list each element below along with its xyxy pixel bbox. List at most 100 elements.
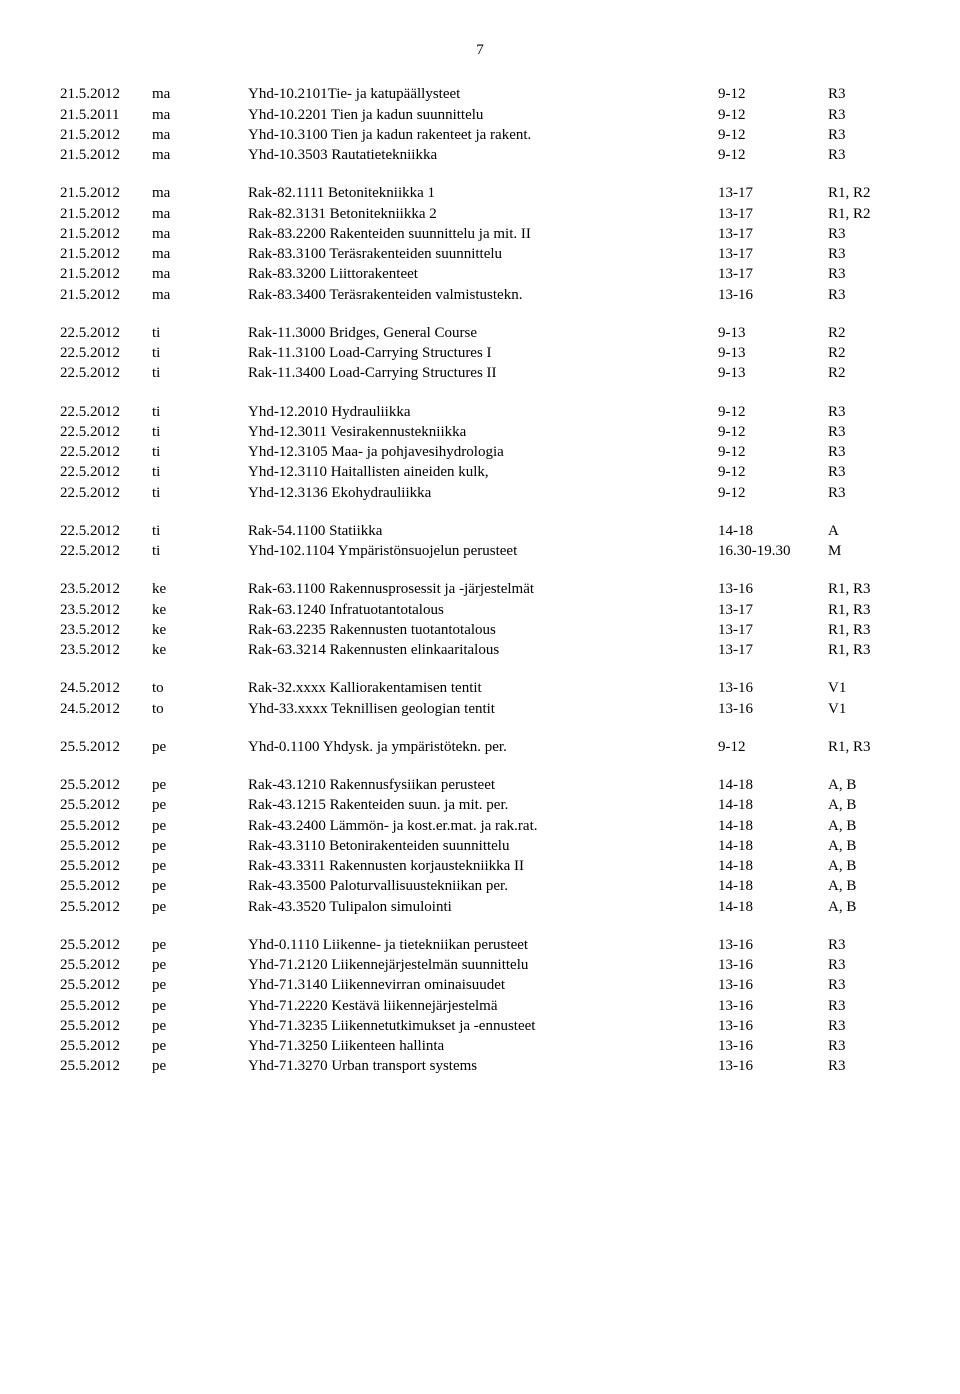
date-cell: 22.5.2012 xyxy=(60,442,152,462)
date-cell: 22.5.2012 xyxy=(60,541,152,561)
date-cell: 25.5.2012 xyxy=(60,955,152,975)
schedule-row: 21.5.2012maRak-83.3400 Teräsrakenteiden … xyxy=(60,285,900,305)
room-cell: A, B xyxy=(828,876,856,896)
schedule-row: 25.5.2012peYhd-71.3270 Urban transport s… xyxy=(60,1056,900,1076)
date-cell: 25.5.2012 xyxy=(60,975,152,995)
schedule-row: 22.5.2012tiRak-11.3000 Bridges, General … xyxy=(60,323,900,343)
time-cell: 9-12 xyxy=(718,483,828,503)
date-cell: 23.5.2012 xyxy=(60,620,152,640)
desc-cell: Rak-63.2235 Rakennusten tuotantotalous xyxy=(248,620,718,640)
day-cell: pe xyxy=(152,955,248,975)
day-cell: ma xyxy=(152,224,248,244)
desc-cell: Rak-11.3000 Bridges, General Course xyxy=(248,323,718,343)
room-cell: R2 xyxy=(828,363,846,383)
date-cell: 22.5.2012 xyxy=(60,323,152,343)
room-cell: R3 xyxy=(828,1036,846,1056)
time-cell: 13-16 xyxy=(718,1036,828,1056)
time-cell: 14-18 xyxy=(718,816,828,836)
room-cell: A xyxy=(828,521,839,541)
date-cell: 21.5.2012 xyxy=(60,244,152,264)
time-cell: 14-18 xyxy=(718,521,828,541)
schedule-row: 25.5.2012peYhd-0.1100 Yhdysk. ja ympäris… xyxy=(60,737,900,757)
desc-cell: Yhd-102.1104 Ympäristönsuojelun perustee… xyxy=(248,541,718,561)
schedule-table: 21.5.2012maYhd-10.2101Tie- ja katupäälly… xyxy=(60,84,900,1076)
day-cell: ma xyxy=(152,285,248,305)
desc-cell: Yhd-12.3136 Ekohydrauliikka xyxy=(248,483,718,503)
schedule-row: 21.5.2012maRak-83.3200 Liittorakenteet13… xyxy=(60,264,900,284)
schedule-row: 25.5.2012peRak-43.3520 Tulipalon simuloi… xyxy=(60,897,900,917)
room-cell: R1, R3 xyxy=(828,579,871,599)
date-cell: 23.5.2012 xyxy=(60,579,152,599)
day-cell: ma xyxy=(152,244,248,264)
date-cell: 21.5.2012 xyxy=(60,224,152,244)
day-cell: ti xyxy=(152,343,248,363)
time-cell: 9-13 xyxy=(718,323,828,343)
date-cell: 24.5.2012 xyxy=(60,678,152,698)
room-cell: R3 xyxy=(828,264,846,284)
desc-cell: Rak-43.3500 Paloturvallisuustekniikan pe… xyxy=(248,876,718,896)
desc-cell: Rak-82.3131 Betonitekniikka 2 xyxy=(248,204,718,224)
day-cell: to xyxy=(152,699,248,719)
desc-cell: Yhd-0.1110 Liikenne- ja tietekniikan per… xyxy=(248,935,718,955)
day-cell: ti xyxy=(152,323,248,343)
time-cell: 13-16 xyxy=(718,975,828,995)
date-cell: 22.5.2012 xyxy=(60,402,152,422)
desc-cell: Rak-63.1100 Rakennusprosessit ja -järjes… xyxy=(248,579,718,599)
day-cell: ti xyxy=(152,402,248,422)
day-cell: ma xyxy=(152,145,248,165)
time-cell: 16.30-19.30 xyxy=(718,541,828,561)
time-cell: 13-16 xyxy=(718,996,828,1016)
room-cell: R3 xyxy=(828,105,846,125)
day-cell: ti xyxy=(152,363,248,383)
day-cell: ma xyxy=(152,125,248,145)
day-cell: to xyxy=(152,678,248,698)
day-cell: ma xyxy=(152,84,248,104)
schedule-block: 22.5.2012tiYhd-12.2010 Hydrauliikka9-12R… xyxy=(60,402,900,503)
room-cell: R3 xyxy=(828,1056,846,1076)
desc-cell: Rak-83.2200 Rakenteiden suunnittelu ja m… xyxy=(248,224,718,244)
schedule-row: 23.5.2012keRak-63.3214 Rakennusten elink… xyxy=(60,640,900,660)
time-cell: 9-13 xyxy=(718,343,828,363)
room-cell: R1, R3 xyxy=(828,600,871,620)
time-cell: 13-16 xyxy=(718,579,828,599)
room-cell: R3 xyxy=(828,224,846,244)
schedule-row: 25.5.2012peYhd-71.2120 Liikennejärjestel… xyxy=(60,955,900,975)
time-cell: 14-18 xyxy=(718,856,828,876)
date-cell: 25.5.2012 xyxy=(60,816,152,836)
room-cell: R2 xyxy=(828,323,846,343)
time-cell: 13-17 xyxy=(718,204,828,224)
desc-cell: Rak-82.1111 Betonitekniikka 1 xyxy=(248,183,718,203)
day-cell: pe xyxy=(152,975,248,995)
schedule-row: 25.5.2012peRak-43.1210 Rakennusfysiikan … xyxy=(60,775,900,795)
schedule-row: 22.5.2012tiYhd-102.1104 Ympäristönsuojel… xyxy=(60,541,900,561)
schedule-block: 22.5.2012tiRak-54.1100 Statiikka14-18A22… xyxy=(60,521,900,562)
room-cell: A, B xyxy=(828,856,856,876)
date-cell: 22.5.2012 xyxy=(60,462,152,482)
day-cell: ke xyxy=(152,640,248,660)
room-cell: A, B xyxy=(828,795,856,815)
time-cell: 13-17 xyxy=(718,640,828,660)
desc-cell: Rak-43.2400 Lämmön- ja kost.er.mat. ja r… xyxy=(248,816,718,836)
schedule-block: 25.5.2012peYhd-0.1110 Liikenne- ja tiete… xyxy=(60,935,900,1077)
schedule-block: 23.5.2012keRak-63.1100 Rakennusprosessit… xyxy=(60,579,900,660)
schedule-row: 23.5.2012keRak-63.1100 Rakennusprosessit… xyxy=(60,579,900,599)
day-cell: ke xyxy=(152,579,248,599)
desc-cell: Yhd-71.3250 Liikenteen hallinta xyxy=(248,1036,718,1056)
date-cell: 21.5.2012 xyxy=(60,183,152,203)
day-cell: pe xyxy=(152,1056,248,1076)
room-cell: R3 xyxy=(828,935,846,955)
room-cell: R1, R2 xyxy=(828,204,871,224)
desc-cell: Rak-83.3400 Teräsrakenteiden valmistuste… xyxy=(248,285,718,305)
day-cell: ti xyxy=(152,422,248,442)
date-cell: 25.5.2012 xyxy=(60,737,152,757)
desc-cell: Yhd-0.1100 Yhdysk. ja ympäristötekn. per… xyxy=(248,737,718,757)
room-cell: R1, R3 xyxy=(828,737,871,757)
room-cell: V1 xyxy=(828,699,846,719)
time-cell: 13-17 xyxy=(718,224,828,244)
desc-cell: Yhd-12.3110 Haitallisten aineiden kulk, xyxy=(248,462,718,482)
desc-cell: Rak-43.1215 Rakenteiden suun. ja mit. pe… xyxy=(248,795,718,815)
day-cell: ti xyxy=(152,541,248,561)
time-cell: 9-12 xyxy=(718,462,828,482)
date-cell: 21.5.2012 xyxy=(60,285,152,305)
desc-cell: Rak-63.3214 Rakennusten elinkaaritalous xyxy=(248,640,718,660)
